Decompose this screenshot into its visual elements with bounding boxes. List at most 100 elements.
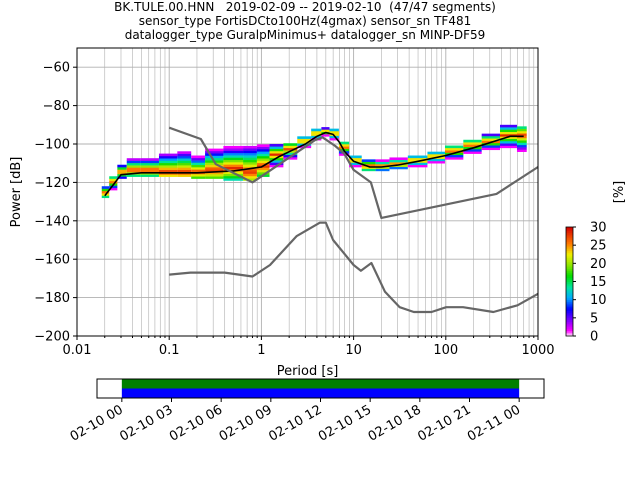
- colorbar-cell: [566, 303, 573, 306]
- density-cell: [126, 167, 141, 171]
- density-cell: [338, 144, 350, 147]
- density-cell: [269, 148, 284, 152]
- x-tick-label: 1: [257, 343, 265, 358]
- density-cell: [191, 155, 206, 159]
- density-cell: [140, 158, 159, 161]
- density-cell: [269, 153, 284, 156]
- colorbar-cell: [566, 299, 573, 302]
- density-cell: [126, 158, 141, 161]
- colorbar-label: [%]: [612, 181, 627, 204]
- density-cell: [500, 143, 517, 146]
- colorbar-cell: [566, 316, 573, 319]
- density-cell: [126, 174, 141, 177]
- y-tick-label: −60: [43, 61, 70, 76]
- density-cell: [481, 145, 501, 148]
- density-cell: [243, 150, 257, 154]
- density-cell: [223, 155, 244, 158]
- density-cell: [158, 158, 178, 161]
- density-cell: [223, 164, 244, 167]
- density-cell: [516, 142, 527, 146]
- density-cell: [500, 129, 517, 133]
- density-cell: [481, 138, 501, 141]
- density-cell: [223, 145, 244, 149]
- density-cell: [243, 159, 257, 163]
- density-cell: [500, 131, 517, 135]
- plot-frame: [76, 47, 539, 337]
- density-cell: [321, 134, 330, 137]
- colorbar-cell: [566, 292, 573, 295]
- density-cell: [444, 154, 464, 158]
- density-cell: [375, 161, 390, 165]
- density-cell: [444, 157, 464, 160]
- density-cell: [269, 150, 284, 154]
- density-cell: [256, 151, 270, 154]
- chart-title: BK.TULE.00.HNN 2019-02-09 -- 2019-02-10 …: [0, 0, 610, 42]
- density-cell: [223, 157, 244, 161]
- density-cell: [205, 173, 224, 177]
- density-cell: [177, 174, 192, 177]
- coverage-bar-green: [121, 379, 520, 389]
- y-axis: −60 −80 −100 −120 −140 −160 −180 −200: [34, 61, 77, 345]
- density-cell: [361, 168, 376, 172]
- colorbar-cell: [566, 279, 573, 282]
- density-cell: [516, 147, 527, 150]
- colorbar-tick-label: 20: [590, 257, 607, 272]
- density-cell: [117, 167, 127, 170]
- colorbar-cell: [566, 257, 573, 261]
- colorbar-cell: [566, 227, 573, 230]
- colorbar-cell: [566, 290, 573, 293]
- colorbar-cell: [566, 248, 573, 252]
- density-cell: [177, 158, 192, 161]
- density-cell: [158, 153, 178, 157]
- density-cell: [389, 159, 408, 163]
- colorbar-cell: [566, 274, 573, 277]
- colorbar-cell: [566, 254, 573, 257]
- density-cell: [329, 128, 339, 132]
- colorbar-tick-label: 5: [590, 311, 598, 326]
- y-tick-label: −180: [34, 291, 70, 306]
- density-cell: [205, 153, 224, 156]
- density-cell: [191, 160, 206, 163]
- y-tick-label: −160: [34, 253, 70, 268]
- density-cell: [321, 129, 330, 133]
- colorbar-cell: [566, 317, 573, 321]
- density-cell: [389, 157, 408, 161]
- density-cell: [375, 163, 390, 167]
- density-cell: [126, 165, 141, 168]
- colorbar-cell: [566, 266, 573, 270]
- colorbar-cell: [566, 285, 573, 288]
- density-cell: [256, 146, 270, 150]
- y-axis-label: Power [dB]: [9, 157, 24, 228]
- density-cell: [463, 142, 482, 145]
- density-cell: [177, 169, 192, 173]
- density-cell: [140, 167, 159, 171]
- density-cell: [516, 137, 527, 141]
- timeline-tick-label: 02-10 03: [117, 402, 175, 444]
- density-cell: [223, 150, 244, 154]
- density-cell: [297, 136, 312, 139]
- density-cell: [297, 138, 312, 142]
- density-cell: [256, 169, 270, 173]
- coverage-bar-blue: [121, 388, 520, 398]
- density-cell: [256, 167, 270, 171]
- density-cell: [407, 164, 428, 168]
- density-cell: [321, 127, 330, 130]
- colorbar-cell: [566, 310, 573, 313]
- colorbar-cell: [566, 325, 573, 328]
- density-cell: [243, 155, 257, 158]
- density-cell: [205, 176, 224, 179]
- density-cell: [205, 167, 224, 170]
- density-cell: [109, 185, 118, 189]
- density-cell: [140, 169, 159, 173]
- timeline-tick-label: 02-10 09: [217, 402, 275, 444]
- colorbar-cell: [566, 330, 573, 333]
- density-cell: [349, 164, 362, 168]
- density-cell: [158, 167, 178, 171]
- density-cell: [223, 159, 244, 163]
- colorbar-cell: [566, 281, 573, 284]
- density-cell: [269, 146, 284, 149]
- density-cell: [269, 160, 284, 163]
- density-cell: [177, 151, 192, 154]
- colorbar-cell: [566, 259, 573, 262]
- colorbar-cell: [566, 268, 573, 271]
